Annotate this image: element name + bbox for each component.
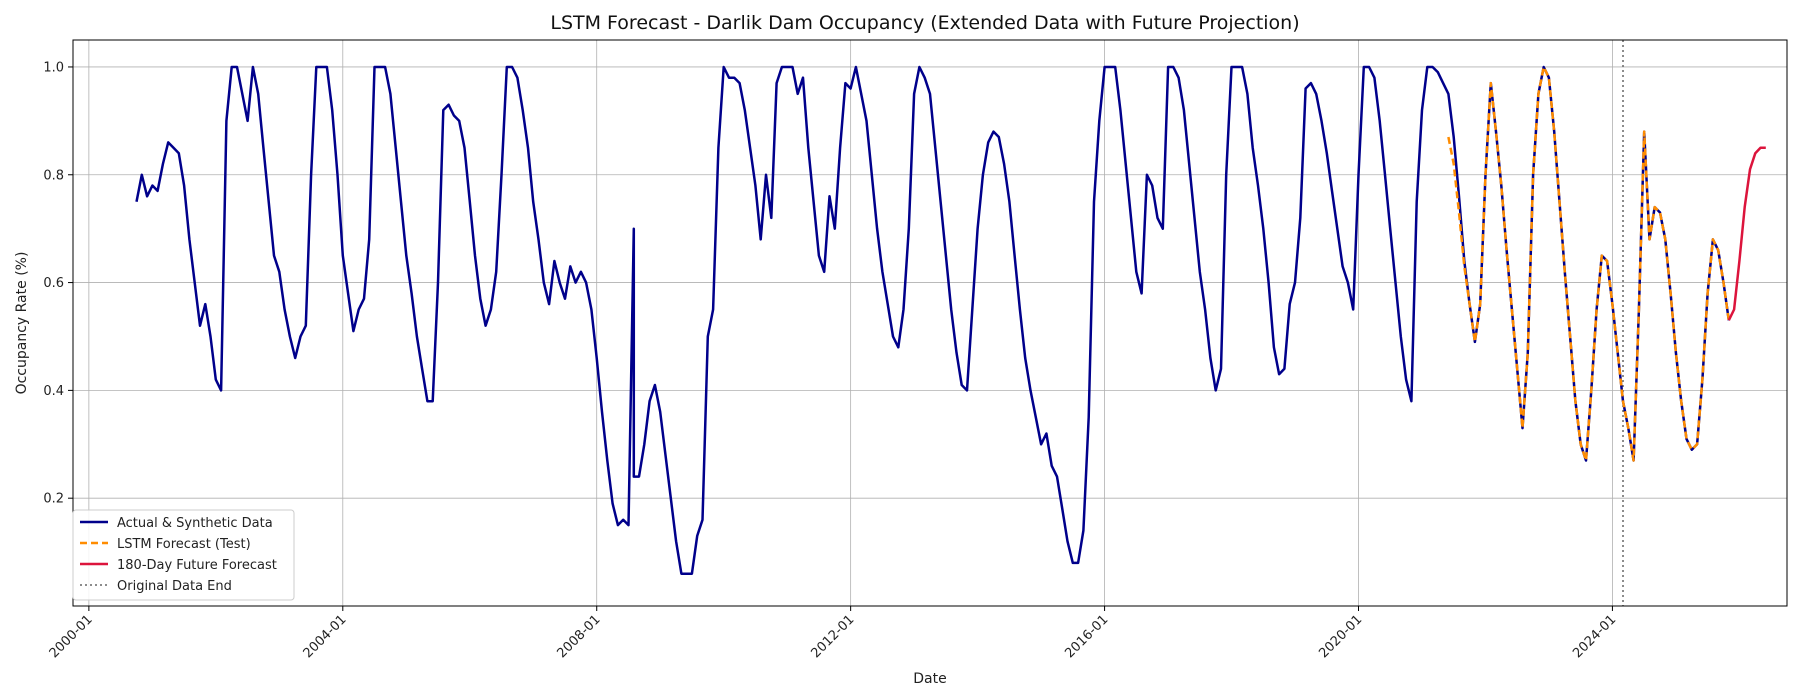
legend-label-original-data-end: Original Data End bbox=[117, 579, 232, 594]
y-tick-label: 0.6 bbox=[43, 276, 64, 291]
y-tick-label: 0.2 bbox=[43, 492, 64, 507]
y-tick-label: 0.4 bbox=[43, 384, 64, 399]
y-axis-label: Occupancy Rate (%) bbox=[14, 252, 30, 395]
plot-frame bbox=[72, 39, 1788, 607]
y-tick-layer: 0.2 0.4 0.6 0.8 1.0 bbox=[43, 60, 73, 507]
y-tick-label: 1.0 bbox=[43, 60, 64, 75]
x-axis-label: Date bbox=[913, 671, 946, 687]
legend-label-future-forecast: 180-Day Future Forecast bbox=[117, 558, 277, 573]
chart-title: LSTM Forecast - Darlik Dam Occupancy (Ex… bbox=[550, 12, 1299, 34]
lstm-forecast-test-line bbox=[1447, 65, 1731, 462]
legend-label-actual: Actual & Synthetic Data bbox=[117, 516, 273, 531]
legend: Actual & Synthetic Data LSTM Forecast (T… bbox=[72, 509, 295, 601]
series-layer bbox=[135, 65, 1766, 575]
legend-box bbox=[72, 509, 295, 601]
y-tick-label: 0.8 bbox=[43, 168, 64, 183]
future-forecast-line bbox=[1727, 146, 1766, 321]
legend-label-lstm-test: LSTM Forecast (Test) bbox=[117, 537, 251, 552]
